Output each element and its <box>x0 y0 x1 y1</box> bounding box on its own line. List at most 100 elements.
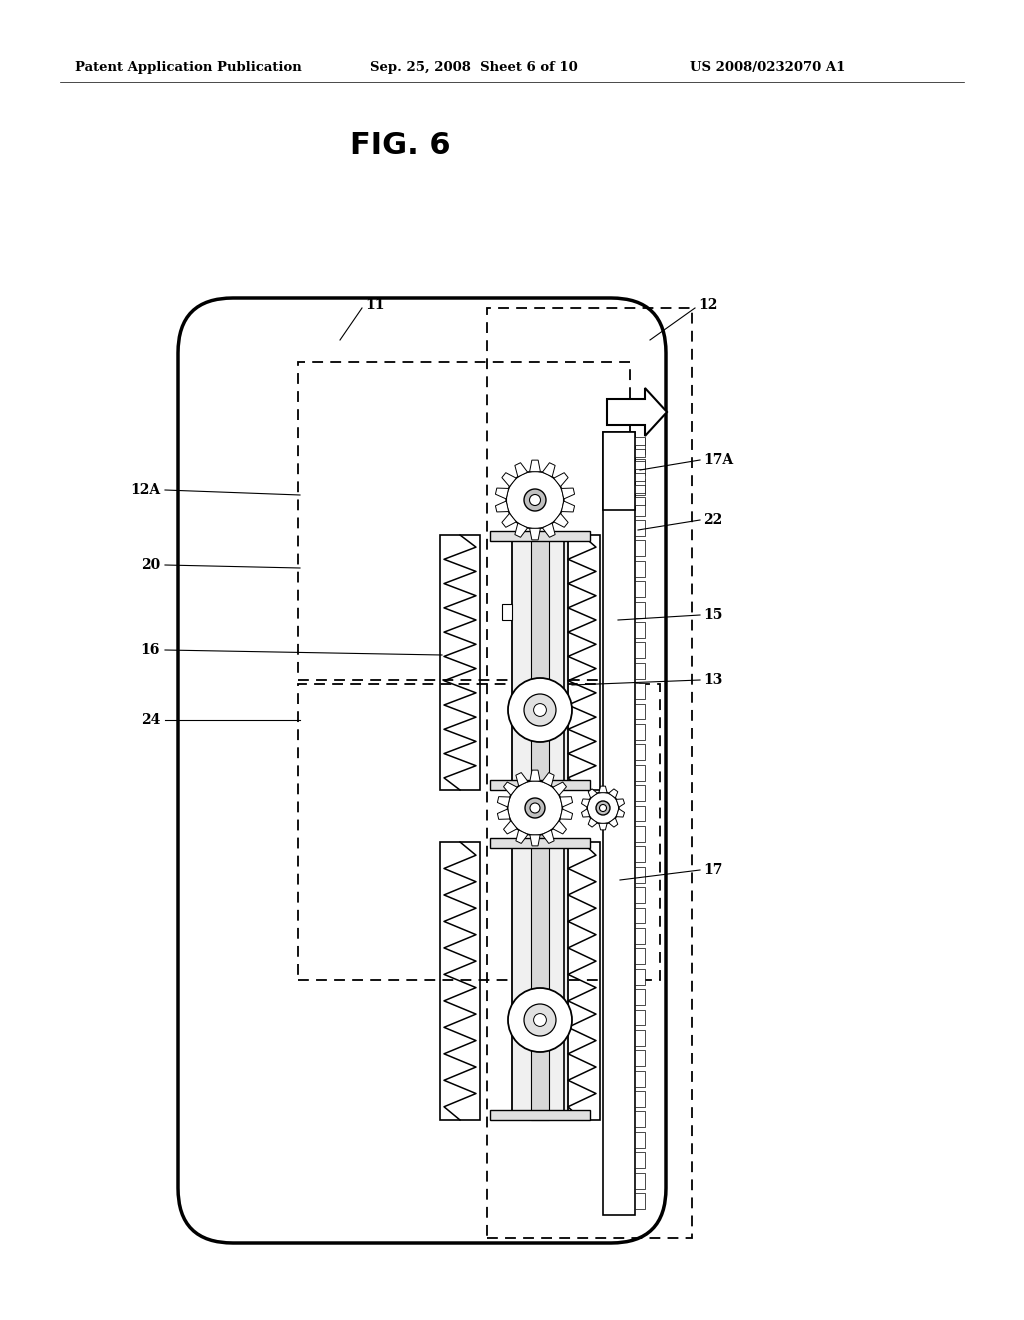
Text: 12: 12 <box>698 298 718 312</box>
Text: 15: 15 <box>703 609 722 622</box>
Polygon shape <box>496 502 509 512</box>
Bar <box>440 535 480 789</box>
Circle shape <box>524 694 556 726</box>
Circle shape <box>529 495 541 506</box>
Polygon shape <box>553 821 566 834</box>
Bar <box>635 461 645 469</box>
Polygon shape <box>516 772 528 785</box>
Bar <box>487 308 692 1238</box>
Text: FIG. 6: FIG. 6 <box>350 131 451 160</box>
Polygon shape <box>504 821 517 834</box>
Bar <box>635 540 645 556</box>
Bar <box>635 846 645 862</box>
Bar <box>512 842 568 1119</box>
Bar <box>635 908 645 924</box>
Bar <box>635 684 645 700</box>
Bar <box>635 744 645 760</box>
Circle shape <box>508 987 572 1052</box>
Bar <box>635 459 645 475</box>
Bar <box>635 473 645 480</box>
Bar <box>512 535 568 789</box>
Bar <box>635 1071 645 1086</box>
Circle shape <box>508 780 562 836</box>
Circle shape <box>534 1014 547 1027</box>
Text: 12A: 12A <box>130 483 160 498</box>
Circle shape <box>596 801 610 814</box>
Polygon shape <box>607 388 667 436</box>
Bar <box>635 805 645 821</box>
Polygon shape <box>560 809 572 820</box>
Polygon shape <box>588 789 597 799</box>
Bar <box>635 785 645 801</box>
Bar <box>635 1051 645 1067</box>
Bar <box>531 535 549 789</box>
Bar <box>635 723 645 741</box>
Bar <box>635 622 645 638</box>
Polygon shape <box>496 488 509 499</box>
Polygon shape <box>554 513 568 527</box>
Polygon shape <box>599 824 607 830</box>
Bar <box>635 1131 645 1148</box>
Polygon shape <box>553 781 566 795</box>
Bar <box>635 1111 645 1127</box>
Circle shape <box>524 1005 556 1036</box>
Polygon shape <box>502 473 516 487</box>
Circle shape <box>508 678 572 742</box>
Polygon shape <box>599 787 607 793</box>
Bar <box>635 969 645 985</box>
Bar <box>635 867 645 883</box>
Polygon shape <box>498 797 510 807</box>
Polygon shape <box>608 818 617 828</box>
Bar <box>635 764 645 780</box>
Polygon shape <box>588 818 597 828</box>
Text: US 2008/0232070 A1: US 2008/0232070 A1 <box>690 62 846 74</box>
Polygon shape <box>543 463 555 477</box>
Polygon shape <box>529 528 541 540</box>
Bar <box>502 605 512 620</box>
Polygon shape <box>529 770 540 781</box>
Circle shape <box>599 804 606 812</box>
Bar <box>635 479 645 495</box>
Circle shape <box>524 488 546 511</box>
Circle shape <box>530 803 540 813</box>
Polygon shape <box>582 799 590 808</box>
Bar <box>490 780 590 789</box>
Bar <box>635 581 645 597</box>
Bar <box>635 1030 645 1045</box>
Bar <box>635 437 645 445</box>
Polygon shape <box>542 772 554 785</box>
Polygon shape <box>516 830 528 843</box>
Bar <box>635 484 645 492</box>
Bar <box>635 663 645 678</box>
Text: 17A: 17A <box>703 453 733 467</box>
Circle shape <box>534 704 547 717</box>
Polygon shape <box>529 834 540 846</box>
Circle shape <box>525 799 545 818</box>
Polygon shape <box>515 523 527 537</box>
Text: Sep. 25, 2008  Sheet 6 of 10: Sep. 25, 2008 Sheet 6 of 10 <box>370 62 578 74</box>
Text: 13: 13 <box>703 673 722 686</box>
Bar <box>635 1193 645 1209</box>
Bar <box>564 535 600 789</box>
Text: 11: 11 <box>365 298 384 312</box>
Text: 20: 20 <box>140 558 160 572</box>
Bar <box>635 928 645 944</box>
Bar <box>490 1110 590 1119</box>
Polygon shape <box>515 463 527 477</box>
Circle shape <box>506 471 564 529</box>
Polygon shape <box>542 830 554 843</box>
Bar <box>603 432 635 1214</box>
Bar <box>603 432 635 510</box>
Bar <box>490 531 590 541</box>
Polygon shape <box>498 809 510 820</box>
Text: 22: 22 <box>703 513 722 527</box>
Bar <box>635 498 645 506</box>
Bar <box>635 989 645 1005</box>
Polygon shape <box>554 473 568 487</box>
Bar <box>635 887 645 903</box>
Bar <box>298 684 660 979</box>
Bar <box>635 561 645 577</box>
Polygon shape <box>502 513 516 527</box>
Bar <box>635 602 645 618</box>
Bar <box>635 643 645 659</box>
